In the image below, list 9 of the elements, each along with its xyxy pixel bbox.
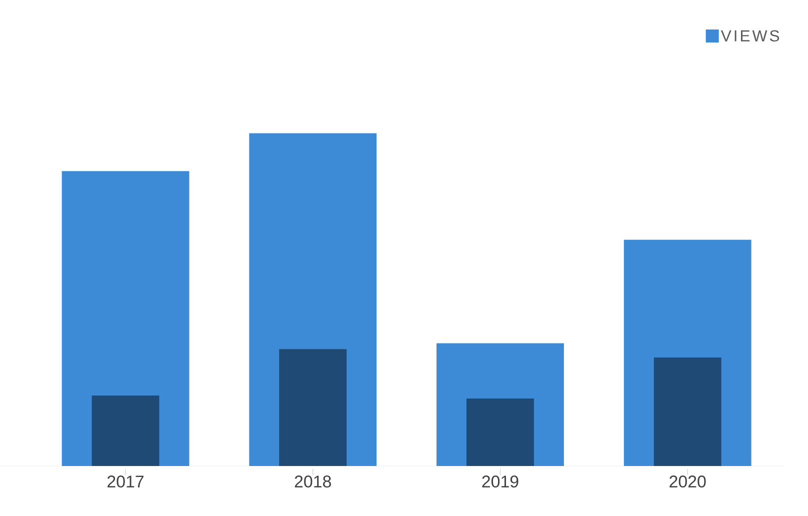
- x-tick-label: 2020: [670, 476, 706, 488]
- bar: [279, 349, 347, 466]
- legend-label: VIEWS: [720, 30, 780, 42]
- bar: [92, 395, 160, 466]
- x-tick-label: 2018: [294, 476, 331, 488]
- x-tick-label: 2019: [482, 476, 518, 488]
- bar: [654, 358, 722, 466]
- x-tick-label: 2017: [108, 476, 144, 488]
- bar: [466, 398, 534, 466]
